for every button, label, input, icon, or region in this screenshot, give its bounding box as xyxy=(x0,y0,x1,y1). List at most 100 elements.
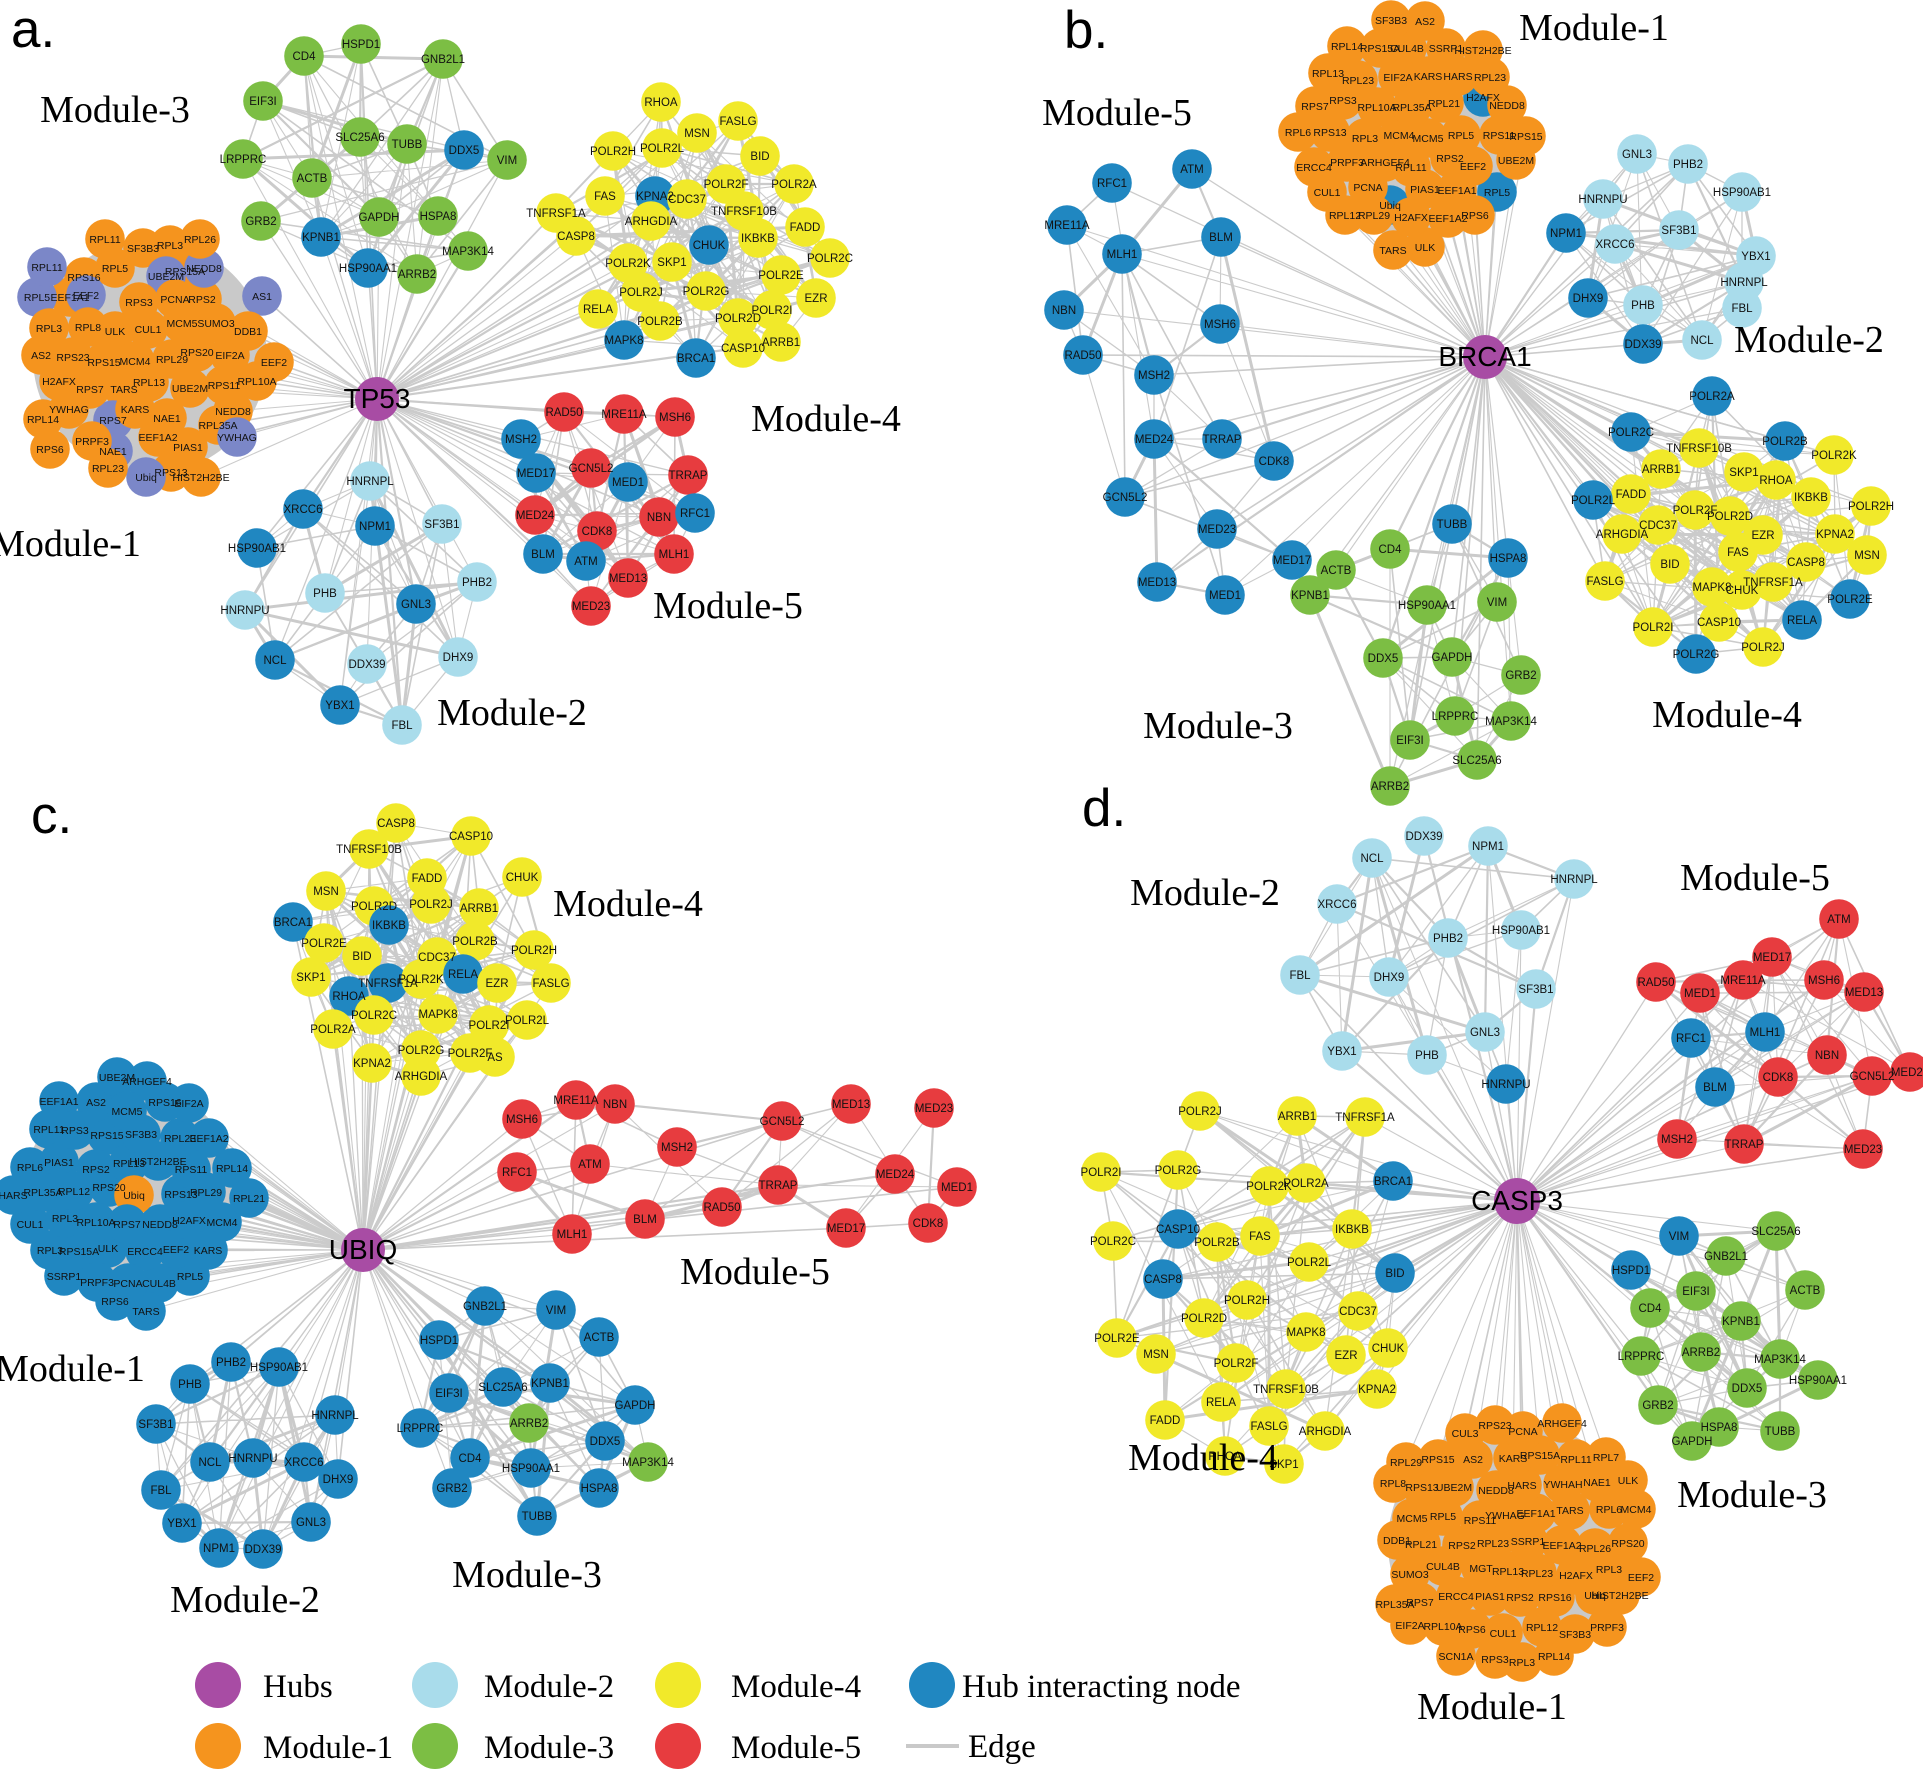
svg-text:EEF2: EEF2 xyxy=(261,357,287,369)
svg-text:RELA: RELA xyxy=(448,969,478,981)
svg-text:TARS: TARS xyxy=(1379,245,1406,257)
svg-text:GAPDH: GAPDH xyxy=(615,1400,656,1412)
svg-text:SF3B1: SF3B1 xyxy=(1661,225,1696,237)
svg-text:IKBKB: IKBKB xyxy=(1794,492,1828,504)
svg-text:EIF3I: EIF3I xyxy=(1396,735,1423,747)
svg-text:POLR2B: POLR2B xyxy=(452,936,498,948)
svg-text:RPS15: RPS15 xyxy=(90,1130,123,1142)
svg-text:RPL13: RPL13 xyxy=(113,1158,145,1170)
svg-text:MSH2: MSH2 xyxy=(661,1142,693,1154)
svg-text:SLC25A6: SLC25A6 xyxy=(1452,755,1501,767)
svg-text:POLR2J: POLR2J xyxy=(619,287,662,299)
svg-text:NPM1: NPM1 xyxy=(1472,841,1504,853)
svg-text:GAPDH: GAPDH xyxy=(1432,652,1473,664)
svg-text:NBN: NBN xyxy=(1815,1050,1839,1062)
svg-text:VIM: VIM xyxy=(1487,597,1507,609)
svg-text:Module-1: Module-1 xyxy=(0,1348,145,1390)
svg-text:HSPD1: HSPD1 xyxy=(420,1335,458,1347)
svg-text:MRE11A: MRE11A xyxy=(553,1095,598,1107)
svg-text:POLR2G: POLR2G xyxy=(1155,1165,1202,1177)
svg-text:RPL35A: RPL35A xyxy=(23,1187,62,1199)
svg-text:FAS: FAS xyxy=(594,191,616,203)
svg-text:GRB2: GRB2 xyxy=(1505,670,1536,682)
svg-text:H2AFX: H2AFX xyxy=(1394,212,1428,224)
svg-text:RPS23: RPS23 xyxy=(1478,1420,1511,1432)
svg-text:ATM: ATM xyxy=(574,556,597,568)
svg-text:NPM1: NPM1 xyxy=(203,1543,235,1555)
svg-text:MED17: MED17 xyxy=(1273,555,1311,567)
svg-text:ATM: ATM xyxy=(578,1159,601,1171)
svg-text:CUL3: CUL3 xyxy=(1452,1428,1479,1440)
svg-text:POLR2D: POLR2D xyxy=(1181,1313,1227,1325)
svg-text:TARS: TARS xyxy=(132,1306,159,1318)
svg-text:RPL35A: RPL35A xyxy=(1375,1599,1414,1611)
svg-text:VIM: VIM xyxy=(546,1305,566,1317)
svg-text:RPS2: RPS2 xyxy=(1506,1592,1534,1604)
svg-text:POLR2I: POLR2I xyxy=(1081,1167,1122,1179)
svg-text:POLR2I: POLR2I xyxy=(752,305,793,317)
svg-text:CHUK: CHUK xyxy=(506,872,539,884)
svg-text:MCM5: MCM5 xyxy=(1413,133,1444,145)
svg-text:SF3B3: SF3B3 xyxy=(125,1129,157,1141)
svg-text:TRRAP: TRRAP xyxy=(669,470,708,482)
svg-text:YWHAH: YWHAH xyxy=(1543,1479,1582,1491)
svg-text:KARS: KARS xyxy=(1414,71,1443,83)
svg-text:TP53: TP53 xyxy=(344,383,411,414)
svg-text:RPS13: RPS13 xyxy=(164,1189,197,1201)
svg-text:POLR2K: POLR2K xyxy=(398,974,444,986)
svg-text:HSP90AA1: HSP90AA1 xyxy=(502,1463,560,1475)
svg-text:BLM: BLM xyxy=(1703,1082,1727,1094)
svg-text:BRCA1: BRCA1 xyxy=(677,353,715,365)
svg-text:PRPF3: PRPF3 xyxy=(1590,1622,1624,1634)
svg-text:POLR2F: POLR2F xyxy=(704,179,749,191)
svg-text:POLR2I: POLR2I xyxy=(1633,622,1674,634)
svg-text:MED13: MED13 xyxy=(832,1099,870,1111)
svg-text:CASP10: CASP10 xyxy=(721,343,765,355)
svg-text:FADD: FADD xyxy=(1616,489,1647,501)
svg-text:MSH2: MSH2 xyxy=(1138,370,1170,382)
svg-text:RPL11: RPL11 xyxy=(89,234,120,246)
svg-text:AS1: AS1 xyxy=(252,291,272,303)
svg-text:ARHGEF4: ARHGEF4 xyxy=(1537,1418,1587,1430)
svg-text:d.: d. xyxy=(1082,779,1126,838)
svg-text:RPL10A: RPL10A xyxy=(1357,102,1396,114)
svg-text:RPS15A: RPS15A xyxy=(1520,1450,1560,1462)
svg-text:RPL23: RPL23 xyxy=(1477,1538,1509,1550)
svg-text:RPL13: RPL13 xyxy=(1312,68,1344,80)
svg-text:MED1: MED1 xyxy=(1684,988,1716,1000)
svg-text:RPS13: RPS13 xyxy=(1405,1482,1438,1494)
svg-text:Module-5: Module-5 xyxy=(653,585,803,627)
svg-text:RELA: RELA xyxy=(583,304,613,316)
svg-text:TRRAP: TRRAP xyxy=(1725,1139,1764,1151)
svg-text:LRPPRC: LRPPRC xyxy=(397,1423,444,1435)
svg-text:Module-3: Module-3 xyxy=(452,1554,602,1596)
svg-text:GCN5L2: GCN5L2 xyxy=(760,1116,805,1128)
svg-text:RPS15A: RPS15A xyxy=(1360,43,1400,55)
svg-text:AS2: AS2 xyxy=(1415,16,1435,28)
svg-text:RPL5: RPL5 xyxy=(24,292,50,304)
svg-text:HSPA8: HSPA8 xyxy=(1701,1422,1738,1434)
svg-text:DDX39: DDX39 xyxy=(1405,831,1442,843)
svg-text:KPNA2: KPNA2 xyxy=(1816,529,1854,541)
svg-text:EIF2A: EIF2A xyxy=(1395,1620,1424,1632)
svg-text:HIST2H2BE: HIST2H2BE xyxy=(1591,1590,1648,1602)
svg-text:KPNB1: KPNB1 xyxy=(302,232,340,244)
svg-text:KPNB1: KPNB1 xyxy=(1291,590,1329,602)
svg-text:POLR2B: POLR2B xyxy=(1762,436,1808,448)
svg-text:KARS: KARS xyxy=(194,1245,223,1257)
svg-text:ERCC4: ERCC4 xyxy=(1438,1591,1474,1603)
svg-text:Module-3: Module-3 xyxy=(1143,705,1293,747)
svg-text:RPS6: RPS6 xyxy=(101,1296,129,1308)
svg-text:MSN: MSN xyxy=(1854,550,1880,562)
svg-text:RPS6: RPS6 xyxy=(1458,1624,1486,1636)
svg-text:HSP90AB1: HSP90AB1 xyxy=(1492,925,1550,937)
svg-text:MSN: MSN xyxy=(1143,1349,1169,1361)
svg-text:RPL5: RPL5 xyxy=(102,263,128,275)
svg-text:CUL4B: CUL4B xyxy=(1426,1561,1460,1573)
svg-text:POLR2A: POLR2A xyxy=(1283,1178,1329,1190)
svg-text:CDC37: CDC37 xyxy=(1339,1306,1377,1318)
svg-text:MED17: MED17 xyxy=(827,1223,865,1235)
svg-text:H2AFX: H2AFX xyxy=(1559,1570,1593,1582)
svg-text:VIM: VIM xyxy=(497,155,517,167)
svg-text:LRPPRC: LRPPRC xyxy=(1618,1351,1665,1363)
